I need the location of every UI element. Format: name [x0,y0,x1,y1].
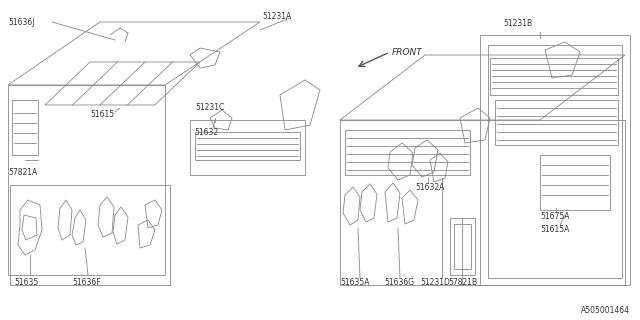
Text: 51615: 51615 [90,110,114,119]
Text: 57821B: 57821B [448,278,477,287]
Text: 51675A: 51675A [540,212,570,221]
Text: 51231D: 51231D [420,278,450,287]
Text: 57821A: 57821A [8,168,37,177]
Text: 51636J: 51636J [8,18,35,27]
Text: 51636G: 51636G [384,278,414,287]
Text: FRONT: FRONT [392,48,423,57]
Text: 51615A: 51615A [540,225,570,234]
Text: 51635A: 51635A [340,278,369,287]
Text: A505001464: A505001464 [581,306,630,315]
Text: 51632: 51632 [194,128,218,137]
Text: 51231B: 51231B [504,19,532,28]
Text: 51231C: 51231C [195,103,224,112]
Text: 51635: 51635 [14,278,38,287]
Text: 51231A: 51231A [262,12,291,21]
Text: 51636F: 51636F [72,278,100,287]
Text: 51632A: 51632A [415,183,444,192]
